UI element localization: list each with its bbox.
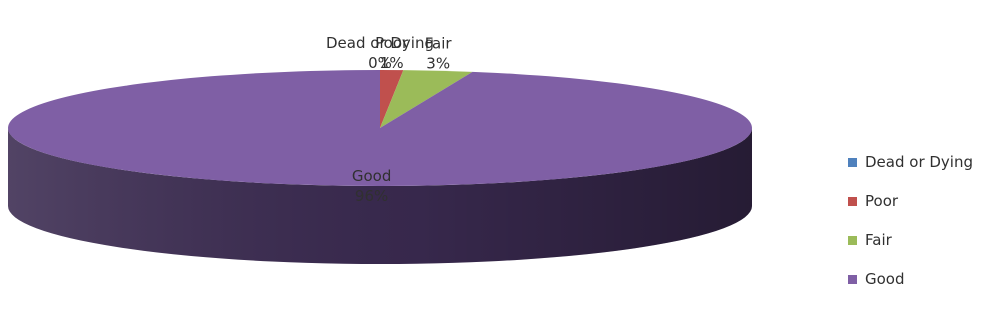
pie-side-faces bbox=[8, 128, 752, 264]
legend-label: Poor bbox=[865, 192, 899, 210]
pie-slice-poor bbox=[380, 70, 404, 128]
data-label-fair-value: 3% bbox=[426, 55, 450, 73]
pie-top-faces bbox=[8, 70, 753, 186]
legend-label: Dead or Dying bbox=[865, 153, 973, 171]
data-label-good-value: 96% bbox=[355, 187, 388, 205]
pie-side-good-shade bbox=[8, 128, 752, 264]
legend-label: Fair bbox=[865, 231, 892, 249]
legend-item-dead-or-dying: Dead or Dying bbox=[848, 152, 973, 172]
data-label-dead-or-dying-name: Dead or Dying bbox=[326, 34, 434, 52]
legend-item-fair: Fair bbox=[848, 230, 973, 250]
data-label-poor-value: 1% bbox=[380, 54, 404, 72]
data-label-fair-name: Fair bbox=[425, 35, 453, 53]
legend-label: Good bbox=[865, 270, 905, 288]
legend-item-poor: Poor bbox=[848, 191, 973, 211]
data-label-good-name: Good bbox=[352, 167, 392, 185]
legend-swatch bbox=[848, 274, 857, 284]
pie-slice-good bbox=[8, 70, 753, 186]
data-label-poor-name: Poor bbox=[375, 34, 409, 52]
data-label-dead-or-dying-value: 0% bbox=[368, 54, 392, 72]
legend-swatch bbox=[848, 196, 857, 206]
pie-slice-fair bbox=[380, 70, 473, 128]
legend-item-good: Good bbox=[848, 269, 973, 289]
pie-data-labels: Dead or Dying 0% Poor 1% Fair 3% Good 96% bbox=[326, 34, 452, 205]
legend-swatch bbox=[848, 157, 857, 167]
legend: Dead or Dying Poor Fair Good bbox=[848, 152, 973, 308]
legend-swatch bbox=[848, 235, 857, 245]
